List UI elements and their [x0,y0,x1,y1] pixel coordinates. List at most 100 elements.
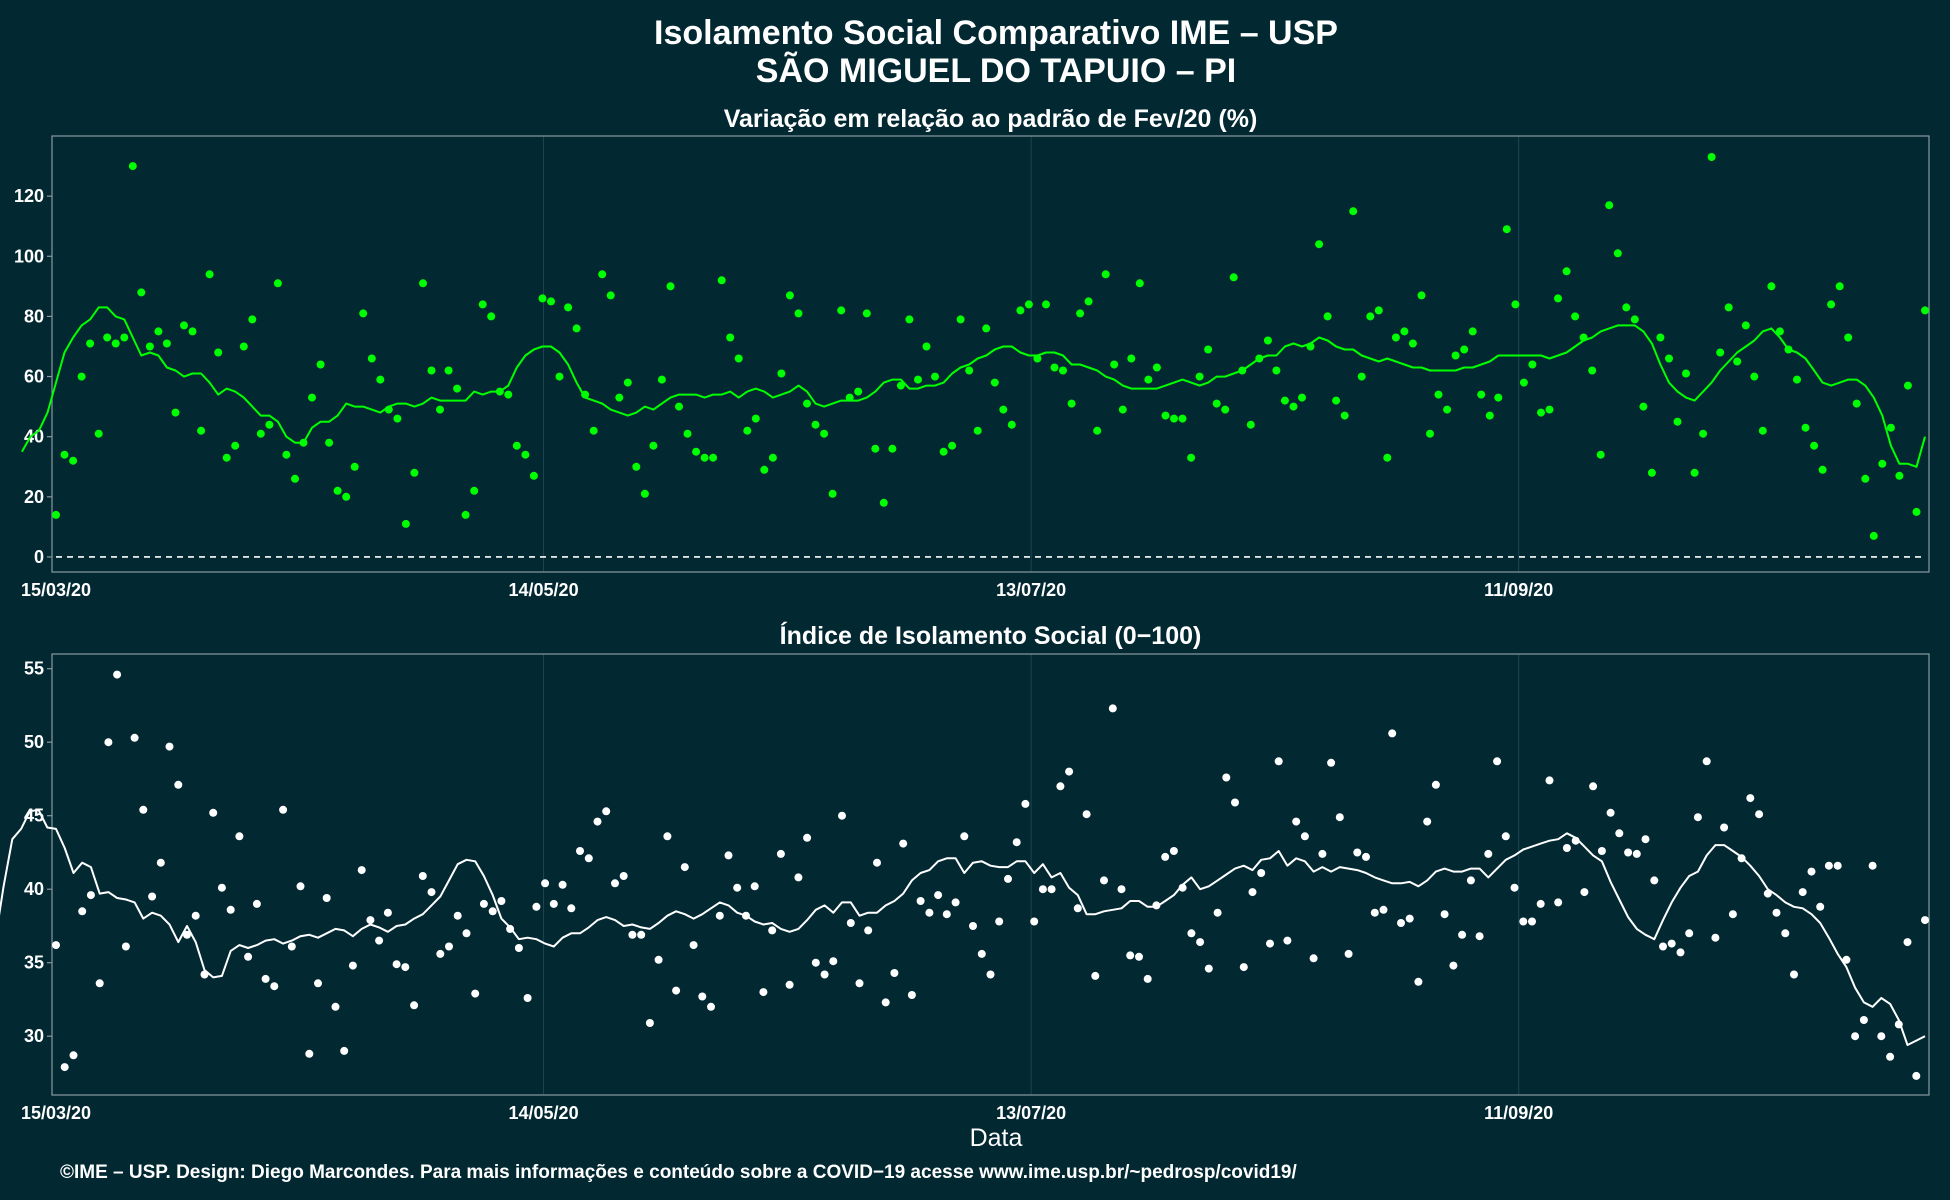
bottom-data-point [52,941,60,950]
bottom-data-point [1257,869,1266,877]
top-data-point [709,453,718,462]
bottom-data-point [907,991,916,999]
top-data-point [1477,390,1486,399]
bottom-data-point [1554,898,1563,907]
top-data-point [291,474,299,483]
top-data-point [162,339,171,348]
bottom-data-point [1370,908,1379,917]
bottom-data-point [1318,849,1327,858]
footer-caption: ©IME – USP. Design: Diego Marcondes. Par… [60,1162,1297,1183]
top-data-point [393,414,402,423]
bottom-data-point [584,854,593,863]
bottom-data-point [270,982,279,991]
bottom-data-point [628,930,637,939]
top-data-point [359,309,368,318]
bottom-data-point [383,908,392,917]
bottom-data-point [174,780,183,789]
bottom-data-point [1187,929,1196,938]
top-data-point [137,288,146,297]
top-data-point [1443,405,1452,414]
top-data-point [615,393,624,402]
bottom-data-point [279,805,288,814]
bottom-data-point [532,902,541,911]
bottom-data-point [1859,1016,1868,1024]
top-data-point [1101,270,1110,279]
top-data-point [1118,405,1127,414]
bottom-data-point [1921,916,1929,925]
top-data-point [478,300,487,309]
top-data-point [1007,420,1016,429]
top-data-point [1912,507,1921,516]
bottom-panel-indice: Índice de Isolamento Social (0−100) 15/03… [0,621,1930,1123]
bottom-data-point [1842,955,1851,964]
top-data-point [103,333,112,342]
bottom-data-point [331,1002,340,1011]
top-data-point [1246,420,1255,429]
top-data-point [1622,303,1631,312]
bottom-data-point [1589,782,1598,791]
bottom-data-point [1597,847,1606,855]
top-data-point [376,375,385,384]
top-data-point [649,441,658,450]
top-data-point [640,489,649,498]
bottom-data-point [401,963,410,972]
bottom-data-point [1833,861,1842,870]
bottom-data-point [410,1001,419,1010]
top-data-point [683,429,692,438]
bottom-data-point [1676,948,1685,957]
bottom-data-point [217,883,226,892]
top-data-point [273,279,282,288]
top-data-point [145,342,154,351]
top-data-point [1306,342,1315,351]
top-data-point [529,471,538,480]
top-data-point [94,429,103,438]
bottom-data-point [1484,849,1493,858]
top-data-point [828,489,837,498]
top-data-point [1716,348,1725,357]
top-data-point [1110,360,1119,369]
top-data-point [1067,399,1076,408]
bottom-data-point [1615,829,1624,838]
bottom-data-point [1624,848,1633,857]
bottom-data-point [811,958,820,967]
top-data-point [1084,297,1093,306]
bottom-data-point [1816,902,1825,911]
top-data-point [1844,333,1853,342]
top-data-point [845,393,854,402]
top-moving-average-line [21,306,1926,468]
top-data-point [419,279,427,288]
top-data-point [581,390,590,399]
top-data-point [1187,453,1196,462]
top-data-point [77,372,86,381]
bottom-data-point [1065,767,1074,776]
top-data-point [86,339,95,348]
top-data-point [1528,360,1537,369]
bottom-data-point [689,941,698,950]
top-data-point [1434,390,1443,399]
bottom-y-tick-label: 30 [24,1026,44,1046]
top-data-point [69,456,78,465]
bottom-data-point [1772,908,1781,917]
top-panel-variacao: Variação em relação ao padrão de Fev/20 … [14,105,1930,600]
bottom-data-point [619,872,628,880]
bottom-data-point [497,897,506,905]
top-data-point [1332,396,1341,405]
top-y-tick-label: 20 [24,487,44,507]
bottom-data-point [1728,910,1737,919]
top-data-point [1042,300,1050,309]
top-data-point [1545,405,1554,414]
top-data-point [982,324,991,333]
top-data-point [1152,363,1161,372]
top-y-tick-label: 120 [14,186,44,206]
top-data-point [1315,240,1324,249]
top-y-tick-label: 60 [24,367,44,387]
top-data-point [1903,381,1912,390]
bottom-data-point [1903,938,1912,947]
bottom-data-point [1755,810,1764,819]
top-data-point [1767,282,1776,291]
top-data-point [1349,207,1358,216]
top-y-tick-label: 100 [14,246,44,266]
top-data-point [1357,372,1366,381]
top-data-point [888,444,897,453]
bottom-data-point [969,922,977,930]
